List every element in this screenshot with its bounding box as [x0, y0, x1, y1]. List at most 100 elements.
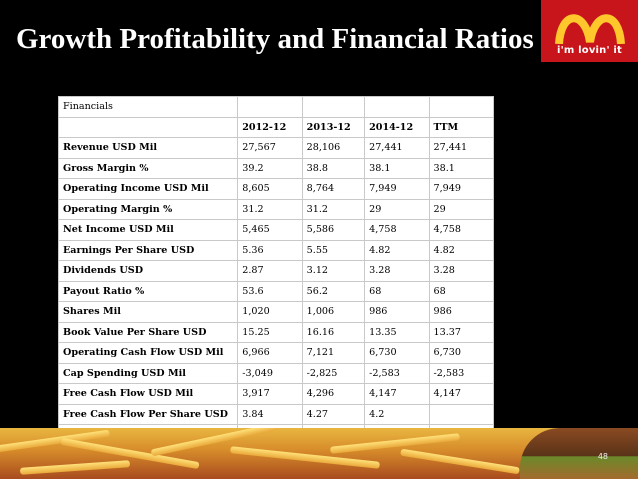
table-cell: 38.1 [428, 157, 495, 179]
table-cell: 986 [428, 301, 495, 323]
table-cell: 29 [428, 198, 495, 220]
table-cell: -2,825 [301, 362, 366, 384]
column-header: 2014-12 [364, 116, 430, 138]
table-cell: 6,730 [364, 342, 430, 364]
table-cell: 4,758 [364, 219, 430, 241]
table-cell: 5,465 [237, 219, 303, 241]
table-cell: 68 [364, 280, 430, 302]
logo-slogan: i'm lovin' it [556, 45, 623, 56]
table-cell: 7,121 [301, 342, 366, 364]
table-cell: 27,567 [237, 137, 303, 159]
table-cell: 5,586 [301, 219, 366, 241]
row-label: Cap Spending USD Mil [57, 362, 239, 384]
row-label: Free Cash Flow USD Mil [57, 383, 239, 405]
table-cell: 4.2 [364, 403, 430, 425]
table-cell: 31.2 [301, 198, 366, 220]
table-cell: 986 [364, 301, 430, 323]
row-label: Revenue USD Mil [57, 137, 239, 159]
table-caption: Financials [57, 96, 239, 118]
table-row: Gross Margin % 39.2 38.8 38.1 38.1 [57, 157, 495, 179]
table-cell: 1,006 [301, 301, 366, 323]
table-cell: 27,441 [428, 137, 495, 159]
table-row: Payout Ratio % 53.6 56.2 68 68 [57, 280, 495, 302]
row-label: Book Value Per Share USD [57, 321, 239, 343]
table-row: Earnings Per Share USD 5.36 5.55 4.82 4.82 [57, 239, 495, 261]
table-cell: 5.36 [237, 239, 303, 261]
table-cell: 3.84 [237, 403, 303, 425]
table-row: Revenue USD Mil 27,567 28,106 27,441 27,441 [57, 137, 495, 159]
header-empty-cell [301, 96, 366, 118]
table-row: Operating Cash Flow USD Mil 6,966 7,121 6,7… [57, 342, 495, 364]
table-cell: 3.12 [301, 260, 366, 282]
header-empty-cell [428, 96, 495, 118]
table-cell: 7,949 [364, 178, 430, 200]
row-label: Earnings Per Share USD [57, 239, 239, 261]
table-row: Free Cash Flow USD Mil 3,917 4,296 4,147 4,1… [57, 383, 495, 405]
table-cell [428, 403, 495, 425]
table-cell: 31.2 [237, 198, 303, 220]
table-cell: 3.28 [428, 260, 495, 282]
row-label: Operating Margin % [57, 198, 239, 220]
table-cell: 6,730 [428, 342, 495, 364]
row-label: Free Cash Flow Per Share USD [57, 403, 239, 425]
header-empty-cell [237, 96, 303, 118]
table-cell: 56.2 [301, 280, 366, 302]
mcdonalds-logo: i'm lovin' it [541, 0, 638, 62]
page-number: 48 [597, 452, 608, 461]
burger-image [520, 428, 638, 479]
table-cell: -3,049 [237, 362, 303, 384]
table-cell: 4.27 [301, 403, 366, 425]
table-row: Shares Mil 1,020 1,006 986 986 [57, 301, 495, 323]
table-cell: 15.25 [237, 321, 303, 343]
row-label: Net Income USD Mil [57, 219, 239, 241]
table-row: Free Cash Flow Per Share USD 3.84 4.27 4.2 [57, 403, 495, 425]
table-row: Book Value Per Share USD 15.25 16.16 13.35 1… [57, 321, 495, 343]
table-row: Dividends USD 2.87 3.12 3.28 3.28 [57, 260, 495, 282]
row-label: Operating Cash Flow USD Mil [57, 342, 239, 364]
table-cell: 3,917 [237, 383, 303, 405]
row-label: Operating Income USD Mil [57, 178, 239, 200]
row-label: Payout Ratio % [57, 280, 239, 302]
table-header-row: Financials [57, 96, 495, 118]
table-cell: 28,106 [301, 137, 366, 159]
financials-table: Financials 2012-12 2013-12 2014-12 TTM R… [57, 96, 495, 446]
table-cell: 6,966 [237, 342, 303, 364]
food-photo-footer [0, 428, 638, 479]
table-cell: 4.82 [428, 239, 495, 261]
column-header: TTM [428, 116, 495, 138]
table-cell: 2.87 [237, 260, 303, 282]
header-empty-cell [364, 96, 430, 118]
table-cell: 13.37 [428, 321, 495, 343]
table-cell: 38.8 [301, 157, 366, 179]
table-cell: 8,764 [301, 178, 366, 200]
table-cell: 53.6 [237, 280, 303, 302]
table-cell: 7,949 [428, 178, 495, 200]
column-header: 2012-12 [237, 116, 303, 138]
table-cell: 4,147 [428, 383, 495, 405]
column-header-row: 2012-12 2013-12 2014-12 TTM [57, 116, 495, 138]
table-cell: 13.35 [364, 321, 430, 343]
column-header: 2013-12 [301, 116, 366, 138]
table-cell: 68 [428, 280, 495, 302]
column-header [57, 116, 239, 138]
table-cell: 4,147 [364, 383, 430, 405]
table-cell: 38.1 [364, 157, 430, 179]
table-cell: 5.55 [301, 239, 366, 261]
table-cell: 4,296 [301, 383, 366, 405]
table-cell: 29 [364, 198, 430, 220]
golden-arches-icon [555, 14, 625, 44]
table-cell: 3.28 [364, 260, 430, 282]
slide-title: Growth Profitability and Financial Ratio… [16, 23, 534, 55]
table-row: Operating Income USD Mil 8,605 8,764 7,949 7… [57, 178, 495, 200]
table-row: Operating Margin % 31.2 31.2 29 29 [57, 198, 495, 220]
table-cell: 4.82 [364, 239, 430, 261]
table-cell: -2,583 [428, 362, 495, 384]
table-cell: 27,441 [364, 137, 430, 159]
row-label: Gross Margin % [57, 157, 239, 179]
row-label: Dividends USD [57, 260, 239, 282]
table-cell: 39.2 [237, 157, 303, 179]
table-row: Cap Spending USD Mil -3,049 -2,825 -2,583 -2… [57, 362, 495, 384]
table-cell: 4,758 [428, 219, 495, 241]
table-row: Net Income USD Mil 5,465 5,586 4,758 4,758 [57, 219, 495, 241]
table-cell: 8,605 [237, 178, 303, 200]
